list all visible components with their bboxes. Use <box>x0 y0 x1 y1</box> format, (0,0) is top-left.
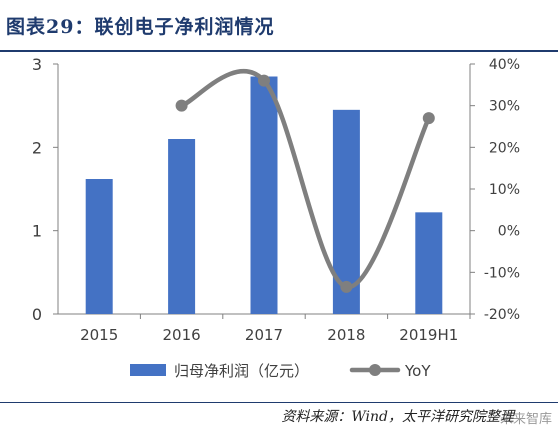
legend-line-marker <box>369 364 381 376</box>
bar <box>415 212 443 314</box>
y-right-tick-label: 20% <box>489 140 520 156</box>
footer-divider <box>0 402 558 403</box>
yoy-point <box>422 112 435 125</box>
watermark: 未来智库 <box>499 412 552 427</box>
chart-header: 图表29：联创电子净利润情况 <box>0 10 558 52</box>
x-tick-label: 2018 <box>327 326 365 344</box>
y-left-tick-label: 0 <box>32 305 42 324</box>
y-left-tick-label: 1 <box>32 222 42 241</box>
yoy-point <box>175 99 188 112</box>
legend-bar-swatch <box>130 364 166 376</box>
y-right-tick-label: 40% <box>489 57 520 73</box>
x-tick-label: 2015 <box>80 326 118 344</box>
y-left-tick-label: 2 <box>32 138 42 157</box>
y-right-tick-label: 0% <box>498 224 520 240</box>
y-right-tick-label: -10% <box>484 265 520 281</box>
chart-canvas: 0 1 2 3 -20% -10% 0% 10% 20% 30% 40% 2015 2016 2017 20… <box>32 55 520 380</box>
y-right-tick-label: -20% <box>484 307 520 323</box>
x-tick-label: 2016 <box>163 326 201 344</box>
x-tick-label: 2019H1 <box>399 326 458 344</box>
legend-bar-label: 归母净利润（亿元） <box>174 362 309 380</box>
y-right-tick-label: 10% <box>489 182 520 198</box>
legend-line-label: YoY <box>404 362 431 380</box>
chart-title: 图表29：联创电子净利润情况 <box>6 16 275 38</box>
bar <box>250 76 278 314</box>
yoy-line <box>179 69 432 290</box>
y-right-tick-label: 30% <box>489 99 520 115</box>
y-left-tick-label: 3 <box>32 55 42 74</box>
x-tick-label: 2017 <box>245 326 283 344</box>
bar <box>168 139 196 314</box>
yoy-point <box>340 280 353 293</box>
yoy-point <box>258 74 270 87</box>
title-divider <box>0 50 558 52</box>
source-note: 资料来源：Wind，太平洋研究院整理 <box>281 409 514 425</box>
bar <box>85 179 113 314</box>
